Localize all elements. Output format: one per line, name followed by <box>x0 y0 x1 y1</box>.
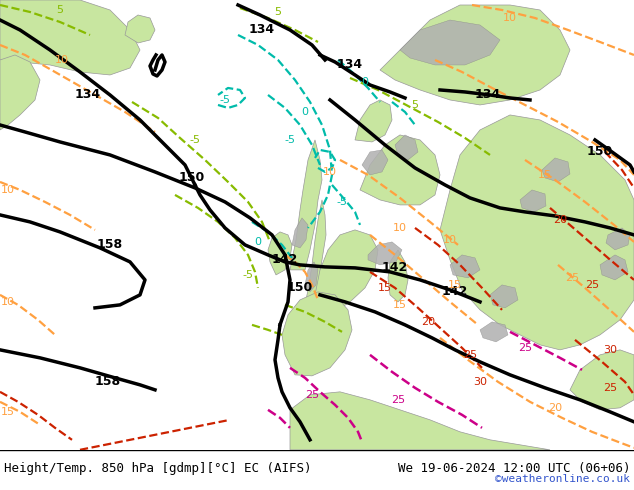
Polygon shape <box>268 232 292 275</box>
Text: 158: 158 <box>97 239 123 251</box>
Text: 25: 25 <box>463 350 477 360</box>
Text: 0: 0 <box>302 107 309 117</box>
Text: -5: -5 <box>337 197 347 207</box>
Text: ©weatheronline.co.uk: ©weatheronline.co.uk <box>495 474 630 484</box>
Text: 15: 15 <box>448 280 462 290</box>
Polygon shape <box>303 200 326 330</box>
Text: 5: 5 <box>275 7 281 17</box>
Text: 15: 15 <box>393 300 407 310</box>
Text: 158: 158 <box>95 375 121 389</box>
Polygon shape <box>125 15 155 43</box>
Text: 150: 150 <box>587 146 613 158</box>
Text: 10: 10 <box>503 13 517 23</box>
Polygon shape <box>305 262 318 292</box>
Text: 10: 10 <box>1 185 15 195</box>
Text: 5: 5 <box>411 100 418 110</box>
Polygon shape <box>290 140 322 270</box>
Text: 150: 150 <box>179 172 205 184</box>
Text: 30: 30 <box>473 377 487 387</box>
Text: 0: 0 <box>254 237 261 247</box>
Text: 134: 134 <box>475 89 501 101</box>
Text: -5: -5 <box>219 95 231 105</box>
Polygon shape <box>355 100 392 142</box>
Polygon shape <box>450 255 480 278</box>
Polygon shape <box>570 350 634 410</box>
Text: 20: 20 <box>421 317 435 327</box>
Text: 134: 134 <box>249 24 275 36</box>
Text: 25: 25 <box>565 273 579 283</box>
Text: 10: 10 <box>323 167 337 177</box>
Text: 134: 134 <box>75 89 101 101</box>
Polygon shape <box>480 322 508 342</box>
Polygon shape <box>360 135 440 205</box>
Text: 5: 5 <box>56 5 63 15</box>
Polygon shape <box>0 55 40 130</box>
Polygon shape <box>290 392 550 450</box>
Polygon shape <box>542 158 570 182</box>
Text: 25: 25 <box>391 395 405 405</box>
Text: 25: 25 <box>305 390 319 400</box>
Polygon shape <box>600 255 628 280</box>
Polygon shape <box>0 0 140 75</box>
Text: 142: 142 <box>272 253 298 267</box>
Text: 15: 15 <box>538 170 552 180</box>
Text: We 19-06-2024 12:00 UTC (06+06): We 19-06-2024 12:00 UTC (06+06) <box>398 462 630 475</box>
Text: 10: 10 <box>443 235 457 245</box>
Text: Height/Temp. 850 hPa [gdmp][°C] EC (AIFS): Height/Temp. 850 hPa [gdmp][°C] EC (AIFS… <box>4 462 311 475</box>
Text: 15: 15 <box>1 407 15 417</box>
Text: 20: 20 <box>548 403 562 413</box>
Text: 25: 25 <box>603 383 617 393</box>
Text: 10: 10 <box>393 223 407 233</box>
Polygon shape <box>520 190 546 212</box>
Text: 25: 25 <box>518 343 532 353</box>
Text: 142: 142 <box>382 261 408 274</box>
Text: 15: 15 <box>378 283 392 293</box>
Text: 30: 30 <box>603 345 617 355</box>
Text: 10: 10 <box>55 55 69 65</box>
Text: -5: -5 <box>242 270 254 280</box>
Text: 20: 20 <box>553 215 567 225</box>
Polygon shape <box>440 115 634 350</box>
Polygon shape <box>395 135 418 160</box>
Polygon shape <box>380 5 570 105</box>
Polygon shape <box>362 150 388 175</box>
Text: 25: 25 <box>585 280 599 290</box>
Text: -5: -5 <box>285 135 295 145</box>
Polygon shape <box>606 228 630 250</box>
Polygon shape <box>368 242 402 265</box>
Text: 0: 0 <box>361 77 368 87</box>
Polygon shape <box>400 20 500 65</box>
Polygon shape <box>388 250 408 302</box>
Polygon shape <box>310 230 378 320</box>
Text: 142: 142 <box>442 285 468 298</box>
Text: -5: -5 <box>190 135 200 145</box>
Polygon shape <box>292 218 308 248</box>
Polygon shape <box>282 292 352 376</box>
Text: 10: 10 <box>1 297 15 307</box>
Text: 150: 150 <box>287 281 313 294</box>
Text: 134: 134 <box>337 58 363 72</box>
Polygon shape <box>490 285 518 308</box>
